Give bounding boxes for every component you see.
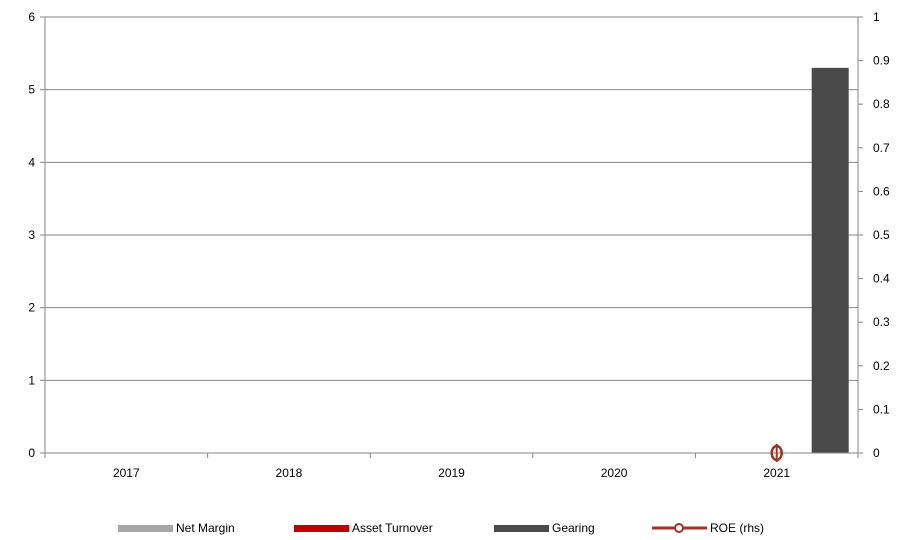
legend-label-net-margin: Net Margin — [176, 521, 235, 535]
legend: Net Margin Asset Turnover Gearing ROE (rhs) — [118, 521, 764, 535]
x-tick-label: 2020 — [601, 466, 628, 480]
roe-series — [770, 444, 783, 462]
right-tick-label: 1 — [873, 10, 880, 24]
left-axis-ticks: 0 1 2 3 4 5 6 — [28, 10, 45, 460]
right-tick-label: 0.9 — [873, 54, 890, 68]
legend-label-roe-rhs: ROE (rhs) — [710, 521, 764, 535]
right-tick-label: 0.3 — [873, 315, 890, 329]
right-tick-label: 0.7 — [873, 141, 890, 155]
left-tick-label: 0 — [28, 446, 35, 460]
left-tick-label: 5 — [28, 83, 35, 97]
left-tick-label: 1 — [28, 373, 35, 387]
left-tick-label: 4 — [28, 155, 35, 169]
legend-swatch-asset-turnover — [294, 525, 349, 532]
left-tick-label: 3 — [28, 228, 35, 242]
legend-marker-roe-rhs — [674, 523, 684, 533]
legend-swatch-gearing — [494, 525, 549, 532]
left-tick-label: 6 — [28, 10, 35, 24]
left-tick-label: 2 — [28, 301, 35, 315]
right-tick-label: 0.6 — [873, 184, 890, 198]
right-tick-label: 0.4 — [873, 272, 890, 286]
bars — [811, 67, 849, 453]
x-tick-label: 2018 — [276, 466, 303, 480]
x-tick-label: 2019 — [438, 466, 465, 480]
right-tick-label: 0.8 — [873, 97, 890, 111]
bar-gearing-2021 — [811, 67, 849, 453]
x-tick-label: 2021 — [763, 466, 790, 480]
x-tick-label: 2017 — [113, 466, 140, 480]
right-axis-ticks: 0 0.1 0.2 0.3 0.4 0.5 0.6 0.7 0.8 0.9 1 — [858, 10, 890, 460]
legend-label-gearing: Gearing — [552, 521, 595, 535]
legend-swatch-net-margin — [118, 525, 173, 532]
right-tick-label: 0.2 — [873, 359, 890, 373]
gridlines — [45, 16, 858, 381]
right-tick-label: 0 — [873, 446, 880, 460]
legend-label-asset-turnover: Asset Turnover — [352, 521, 433, 535]
right-tick-label: 0.1 — [873, 402, 890, 416]
right-tick-label: 0.5 — [873, 228, 890, 242]
x-axis-ticks: 2017 2018 2019 2020 2021 — [44, 453, 859, 480]
